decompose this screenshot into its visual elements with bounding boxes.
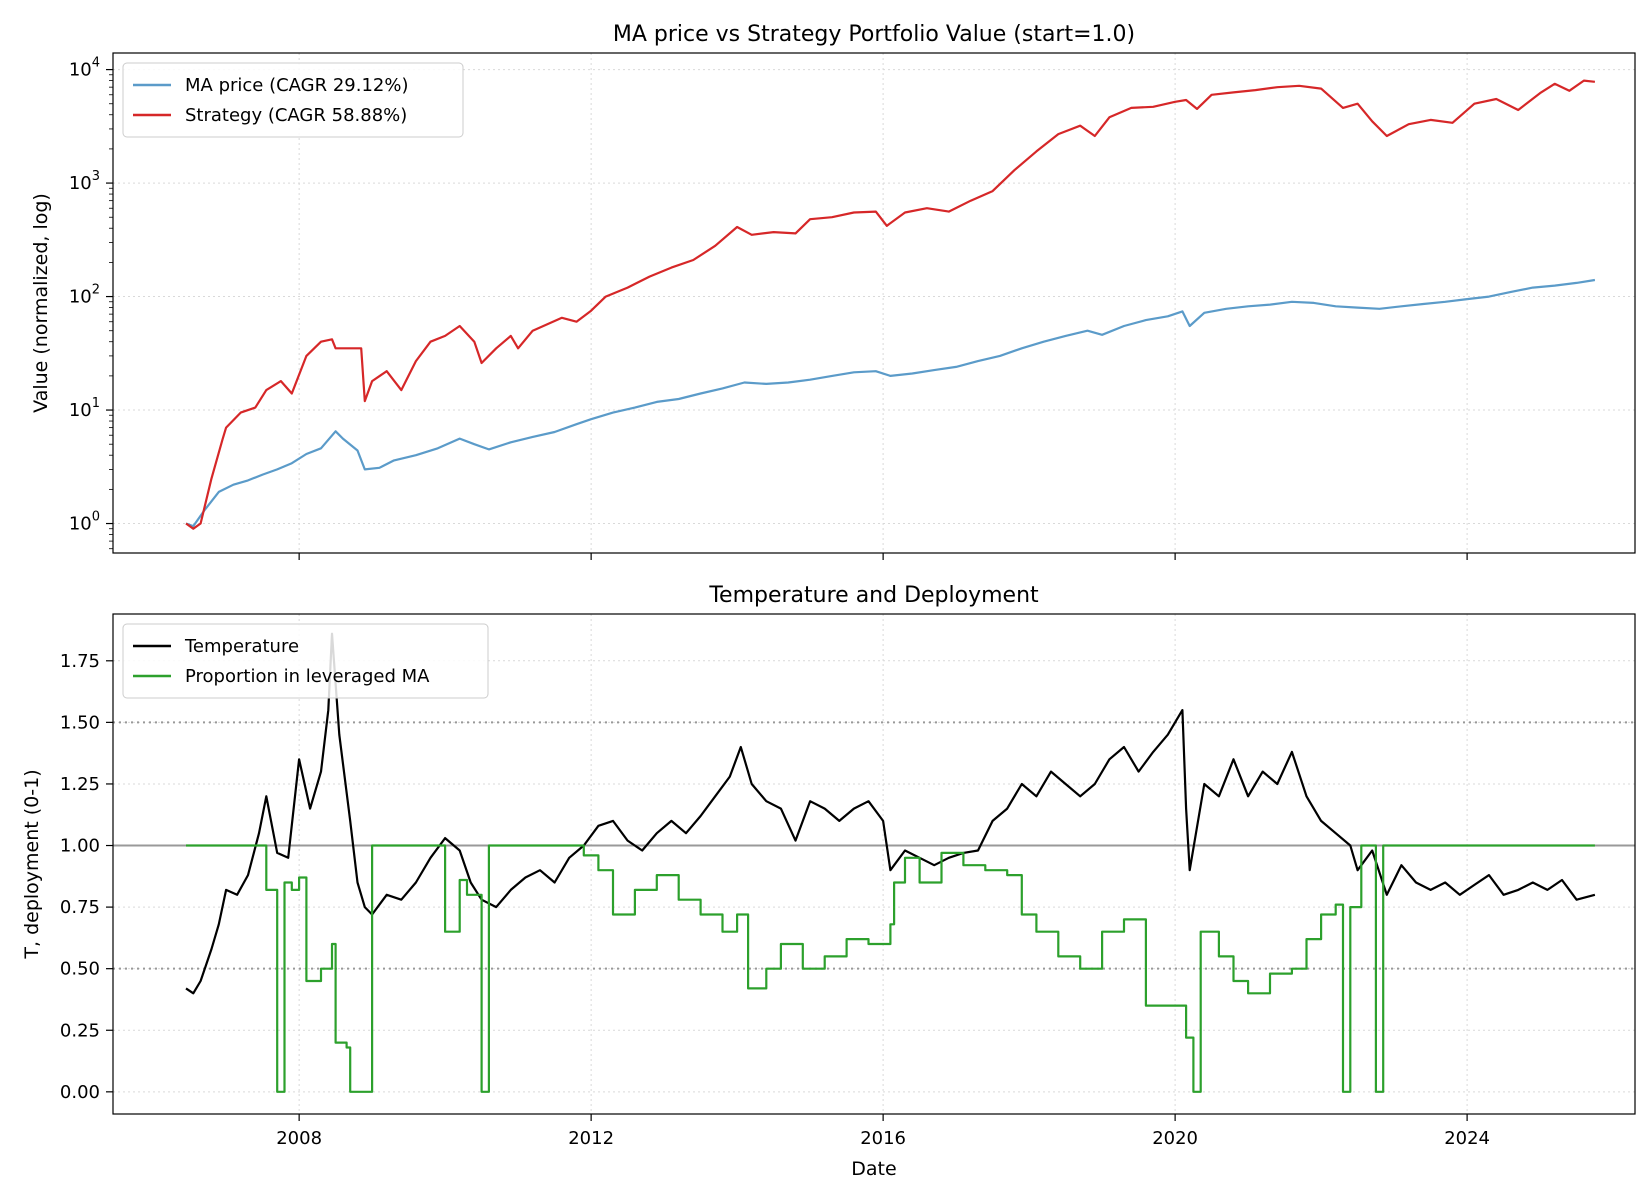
x-tick-label: 2012 xyxy=(568,1128,614,1149)
series-line-1 xyxy=(185,278,1596,528)
y-tick-label: 1.75 xyxy=(60,651,100,672)
value-chart-x-ticks xyxy=(298,553,1468,560)
y-tick-label: 0.50 xyxy=(60,959,100,980)
value-chart-series xyxy=(185,79,1596,530)
temperature-chart: Temperature and Deployment 2008 2012 2016 2… xyxy=(21,583,1636,1180)
temperature-chart-y-ticks: 0.00 0.25 0.50 0.75 1.00 1.25 1.50 1.75 xyxy=(60,651,113,1103)
legend-box xyxy=(122,623,489,699)
temperature-chart-reference-lines xyxy=(113,721,1635,970)
legend-label: Proportion in leveraged MA xyxy=(185,666,430,687)
temperature-chart-series xyxy=(185,632,1596,1093)
x-tick-label: 2016 xyxy=(860,1128,906,1149)
series-line-2 xyxy=(185,79,1596,530)
temperature-chart-x-ticks: 2008 2012 2016 2020 2024 xyxy=(276,1114,1490,1149)
x-tick-label: 2024 xyxy=(1444,1128,1490,1149)
value-chart-y-ticks: 100 101 102 103 104 xyxy=(69,56,113,550)
temperature-chart-y-axis-label: T, deployment (0-1) xyxy=(21,769,43,959)
value-chart: MA price vs Strategy Portfolio Value (st… xyxy=(30,22,1636,560)
value-chart-grid xyxy=(113,53,1635,553)
temperature-chart-title: Temperature and Deployment xyxy=(708,583,1039,608)
y-tick-label: 103 xyxy=(69,169,100,194)
y-tick-label: 1.25 xyxy=(60,774,100,795)
y-tick-label: 104 xyxy=(69,56,100,81)
y-tick-label: 101 xyxy=(69,396,100,421)
legend-label: Temperature xyxy=(184,636,299,657)
x-tick-label: 2008 xyxy=(276,1128,322,1149)
series-line-1 xyxy=(185,632,1596,995)
y-tick-label: 0.00 xyxy=(60,1082,100,1103)
temperature-chart-legend: Temperature Proportion in leveraged MA xyxy=(122,623,489,699)
y-tick-label: 102 xyxy=(69,283,100,308)
y-tick-label: 100 xyxy=(69,510,100,535)
y-tick-label: 1.00 xyxy=(60,836,100,857)
y-tick-label: 0.25 xyxy=(60,1020,100,1041)
legend-box xyxy=(122,62,464,138)
value-chart-frame xyxy=(112,52,1636,554)
temperature-chart-frame xyxy=(112,613,1636,1115)
legend-label: MA price (CAGR 29.12%) xyxy=(185,75,409,96)
x-tick-label: 2020 xyxy=(1152,1128,1198,1149)
y-tick-label: 1.50 xyxy=(60,712,100,733)
y-tick-label: 0.75 xyxy=(60,897,100,918)
temperature-chart-x-axis-label: Date xyxy=(851,1158,896,1180)
series-line-2 xyxy=(186,844,1595,1093)
value-chart-y-axis-label: Value (normalized, log) xyxy=(30,193,52,413)
value-chart-title: MA price vs Strategy Portfolio Value (st… xyxy=(613,22,1135,47)
legend-label: Strategy (CAGR 58.88%) xyxy=(185,105,407,126)
value-chart-legend: MA price (CAGR 29.12%) Strategy (CAGR 58.… xyxy=(122,62,464,138)
